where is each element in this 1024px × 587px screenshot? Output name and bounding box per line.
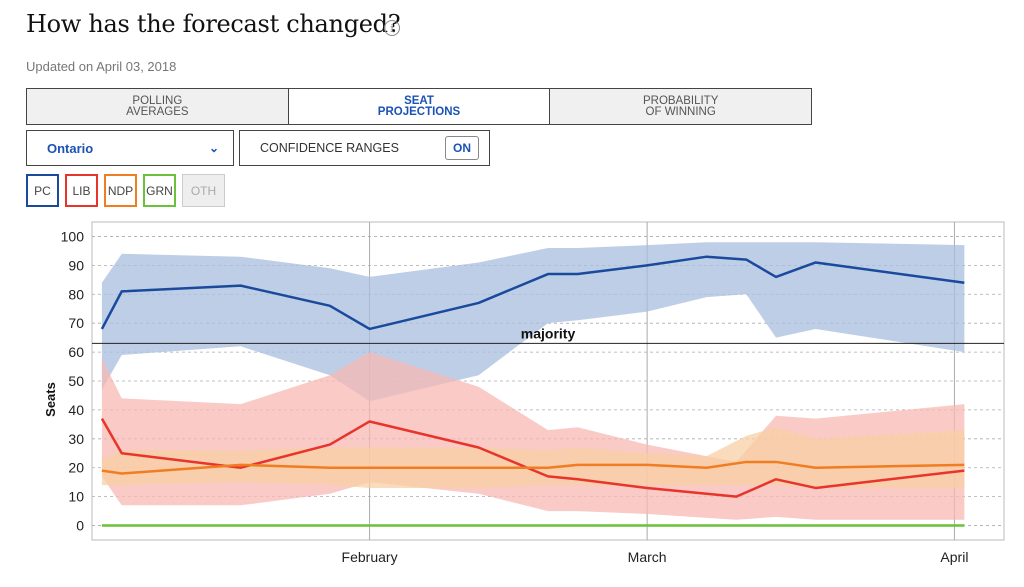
y-tick-label: 60: [68, 344, 84, 360]
info-icon[interactable]: i: [384, 20, 400, 36]
y-tick-label: 40: [68, 402, 84, 418]
y-tick-label: 20: [68, 460, 84, 476]
x-tick-label: April: [940, 549, 968, 565]
view-tabs: POLLING AVERAGES SEAT PROJECTIONS PROBAB…: [26, 88, 812, 125]
party-toggle-lib[interactable]: LIB: [65, 174, 98, 207]
tab-polling-averages[interactable]: POLLING AVERAGES: [27, 89, 289, 124]
y-tick-label: 50: [68, 373, 84, 389]
page-title: How has the forecast changed?: [26, 10, 401, 38]
party-toggle-grn[interactable]: GRN: [143, 174, 176, 207]
series-line-pc: [100, 255, 965, 331]
party-toggle-pc[interactable]: PC: [26, 174, 59, 207]
x-tick-label: February: [342, 549, 398, 565]
y-tick-label: 70: [68, 315, 84, 331]
y-tick-label: 90: [68, 257, 84, 273]
party-toggle-ndp[interactable]: NDP: [104, 174, 137, 207]
tab-seat-projections[interactable]: SEAT PROJECTIONS: [288, 89, 551, 124]
updated-date: Updated on April 03, 2018: [26, 59, 177, 74]
confidence-band-ndp: [101, 427, 965, 488]
series-line-ndp: [101, 460, 965, 475]
y-tick-label: 10: [68, 489, 84, 505]
confidence-ranges-label: CONFIDENCE RANGES: [260, 141, 399, 155]
confidence-toggle[interactable]: ON: [445, 136, 479, 160]
confidence-band-pc: [101, 242, 965, 402]
confidence-band-lib: [101, 352, 965, 520]
y-tick-label: 30: [68, 431, 84, 447]
party-filter: PC LIB NDP GRN OTH: [26, 174, 225, 207]
y-tick-label: 80: [68, 286, 84, 302]
seat-projection-chart: 0 10 20 30 40 50 60 70 80 90 100 February March April…: [61, 221, 1005, 565]
y-tick-label: 0: [76, 518, 84, 534]
region-select-value: Ontario: [47, 140, 94, 156]
series-line-lib: [100, 417, 965, 498]
chevron-down-icon: ⌄: [208, 141, 219, 155]
x-tick-label: March: [628, 549, 667, 565]
y-tick-label: 100: [61, 228, 85, 244]
party-toggle-oth[interactable]: OTH: [182, 174, 225, 207]
majority-label: majority: [521, 325, 576, 341]
tab-probability-of-winning[interactable]: PROBABILITY OF WINNING: [550, 89, 812, 124]
region-select[interactable]: Ontario ⌄: [26, 130, 234, 166]
confidence-ranges-control: CONFIDENCE RANGES ON: [239, 130, 490, 166]
